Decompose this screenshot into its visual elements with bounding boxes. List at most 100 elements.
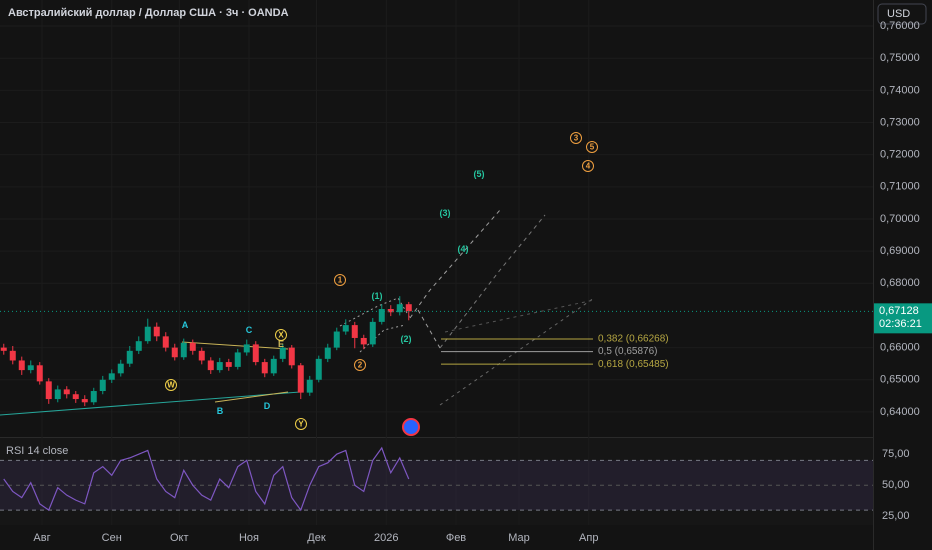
- candle-body: [261, 362, 268, 374]
- candle-body: [54, 389, 61, 400]
- candle-body: [333, 331, 340, 348]
- candle-body: [45, 381, 52, 400]
- chart-title: Австралийский доллар / Доллар США · 3ч ·…: [8, 7, 289, 19]
- candle-body: [369, 321, 376, 345]
- candle-body: [144, 326, 151, 342]
- candle-body: [36, 365, 43, 382]
- candle-body: [378, 309, 385, 322]
- y-tick-label: 0,68000: [880, 277, 920, 289]
- y-tick-label: 0,66000: [880, 342, 920, 354]
- wave-label: (5): [474, 169, 485, 179]
- wave-label: X: [278, 331, 284, 340]
- wave-circle: [275, 329, 287, 341]
- wave-label: (2): [401, 334, 412, 344]
- wave-circle: [295, 418, 307, 430]
- fib-label: 0,382 (0,66268): [598, 334, 669, 345]
- wave-circle: [354, 359, 366, 371]
- candle-body: [171, 347, 178, 358]
- countdown: 02:36:21: [879, 318, 922, 330]
- wave-label: A: [182, 320, 189, 330]
- wave-label: 5: [590, 143, 595, 152]
- wave-label: E: [278, 339, 284, 349]
- x-tick-label: Дек: [307, 532, 326, 544]
- candle-body: [279, 347, 286, 359]
- wave-label: 2: [358, 361, 363, 370]
- wave-label: B: [217, 406, 224, 416]
- y-tick-label: 0,75000: [880, 52, 920, 64]
- candle-body: [72, 394, 79, 400]
- candle-body: [162, 336, 169, 348]
- x-tick-label: Авг: [33, 532, 50, 544]
- fib-label: 0,5 (0,65876): [598, 346, 658, 357]
- candle-body: [360, 337, 367, 345]
- rsi-tick-label: 75,00: [882, 448, 910, 460]
- candle-body: [27, 365, 34, 371]
- wave-label: (4): [458, 244, 469, 254]
- candle-body: [90, 391, 97, 403]
- y-tick-label: 0,64000: [880, 406, 920, 418]
- last-price-box: [874, 303, 932, 334]
- x-tick-label: Фев: [446, 532, 466, 544]
- x-tick-label: Ноя: [239, 532, 259, 544]
- grid: [0, 459, 873, 511]
- candle-body: [351, 325, 358, 338]
- y-tick-label: 0,74000: [880, 84, 920, 96]
- y-tick-label: 0,70000: [880, 213, 920, 225]
- rsi-tick-label: 50,00: [882, 479, 910, 491]
- candle-body: [180, 342, 187, 358]
- y-tick-label: 0,73000: [880, 116, 920, 128]
- wave-label: W: [167, 381, 175, 390]
- wave-circle: [165, 379, 177, 391]
- candle-body: [243, 344, 250, 353]
- candle-body: [342, 325, 349, 332]
- candle-body: [252, 344, 259, 363]
- candle-body: [9, 350, 16, 361]
- candle-body: [153, 326, 160, 337]
- candle-body: [306, 379, 313, 393]
- candle-body: [63, 389, 70, 395]
- candle-body: [18, 360, 25, 371]
- x-tick-label: Сен: [102, 532, 122, 544]
- x-tick-label: Мар: [508, 532, 530, 544]
- rsi-tick-label: 25,00: [882, 510, 910, 522]
- candle-body: [99, 379, 106, 392]
- marks: [0, 296, 873, 512]
- y-tick-label: 0,65000: [880, 374, 920, 386]
- candle-body: [396, 304, 403, 313]
- wave-label: Y: [298, 420, 304, 429]
- candle-body: [297, 365, 304, 393]
- x-tick-label: 2026: [374, 532, 398, 544]
- currency[interactable]: USD: [887, 8, 910, 20]
- candle-body: [117, 363, 124, 374]
- candle-body: [207, 360, 214, 371]
- wave-label: (1): [372, 291, 383, 301]
- wave-label: (3): [440, 208, 451, 218]
- annotations: A B C D E W X Y 1 2 3 4 5 (1) (2) (3) (4) (5): [165, 132, 598, 430]
- wave-circle: [570, 132, 582, 144]
- y-tick-label: 0,76000: [880, 20, 920, 32]
- y-tick-label: 0,72000: [880, 149, 920, 161]
- wave-label: C: [246, 325, 253, 335]
- candle-body: [288, 347, 295, 366]
- candle-body: [0, 347, 7, 351]
- wave-circle: [334, 274, 346, 286]
- wave-label: D: [264, 401, 271, 411]
- candle-body: [387, 309, 394, 313]
- candle-body: [270, 358, 277, 374]
- candle-body: [405, 304, 412, 312]
- x-tick-label: Апр: [579, 532, 598, 544]
- candle-body: [315, 358, 322, 380]
- candle-body: [108, 373, 115, 380]
- wave-circle: [582, 160, 594, 172]
- wave-label: 1: [338, 276, 343, 285]
- x-tick-label: Окт: [170, 532, 189, 544]
- rsi-line: [3, 446, 410, 512]
- currency-button[interactable]: [877, 3, 927, 25]
- y-tick-label: 0,71000: [880, 181, 920, 193]
- wave-label: 3: [574, 134, 579, 143]
- wave-circle: [586, 141, 598, 153]
- candle-body: [324, 347, 331, 359]
- event-icon[interactable]: [402, 418, 420, 436]
- wave-label: 4: [586, 162, 591, 171]
